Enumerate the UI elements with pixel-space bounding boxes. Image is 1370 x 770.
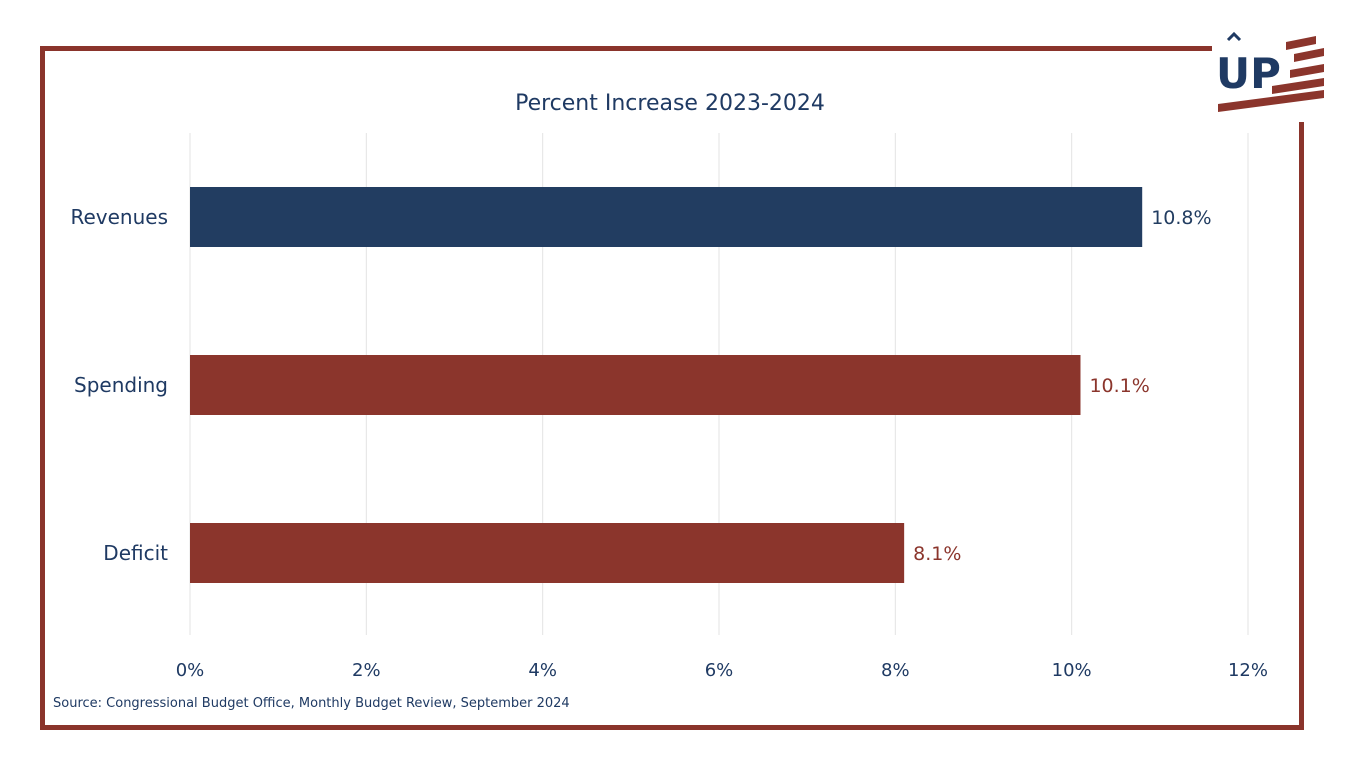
category-label: Spending [74,373,168,397]
bar-deficit [190,523,905,583]
chart-title: Percent Increase 2023-2024 [515,91,825,116]
x-tick-label: 4% [528,660,557,681]
bars [190,187,1143,583]
value-label: 8.1% [913,543,961,565]
x-tick-label: 10% [1052,660,1092,681]
bar-spending [190,355,1081,415]
x-tick-label: 2% [352,660,381,681]
category-label: Revenues [70,205,168,229]
x-tick-label: 8% [881,660,910,681]
x-tick-label: 6% [705,660,734,681]
category-label: Deficit [103,541,168,565]
value-label: 10.8% [1151,207,1211,229]
x-tick-label: 12% [1228,660,1268,681]
x-tick-label: 0% [176,660,205,681]
value-label: 10.1% [1089,375,1149,397]
up-flag-logo: UP [1212,30,1328,122]
logo-text: UP [1216,49,1281,98]
source-note: Source: Congressional Budget Office, Mon… [53,696,570,711]
labels: 0% 2% 4% 6% 8% 10% 12% Revenues 10.8% Spending 10.… [70,205,1268,681]
bar-revenues [190,187,1143,247]
